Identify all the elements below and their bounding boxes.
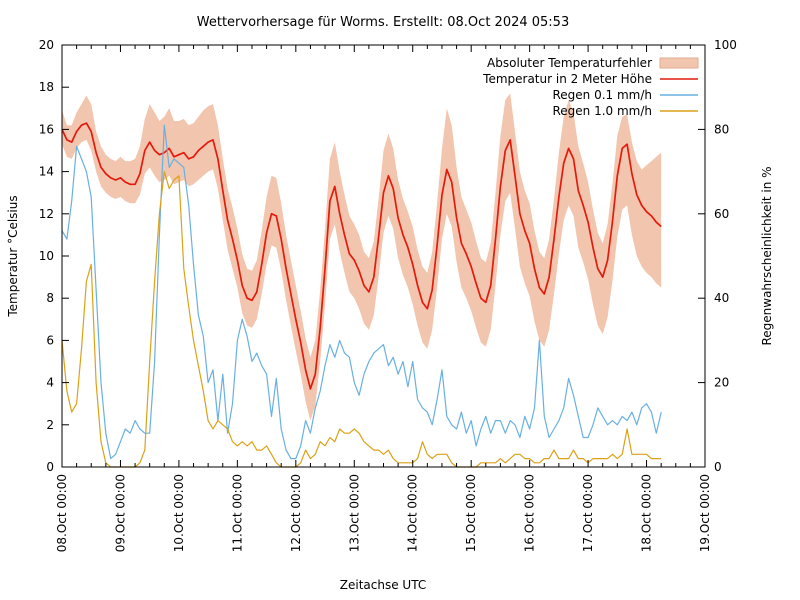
- y-left-tick-label: 10: [39, 249, 54, 263]
- y-left-tick-label: 8: [46, 291, 54, 305]
- y-right-tick-label: 20: [714, 376, 729, 390]
- legend-label: Regen 1.0 mm/h: [552, 104, 652, 118]
- temperature-line: [61, 122, 662, 390]
- x-tick-label: 17.Oct 00:00: [581, 474, 595, 552]
- x-tick-label: 19.Oct 00:00: [698, 474, 712, 552]
- y-right-tick-label: 60: [714, 207, 729, 221]
- legend: Absoluter Temperaturfehler Temperatur in …: [482, 56, 699, 118]
- y-left-tick-label: 14: [39, 165, 54, 179]
- axis-tick-layer: 08.Oct 00:00 09.Oct 00:00 10.Oct 00:00 11.O…: [39, 38, 737, 552]
- x-tick-label: 15.Oct 00:00: [464, 474, 478, 552]
- x-tick-label: 08.Oct 00:00: [55, 474, 69, 552]
- x-tick-label: 10.Oct 00:00: [172, 474, 186, 552]
- y-left-axis-label: Temperatur °Celsius: [6, 195, 20, 317]
- x-tick-label: 16.Oct 00:00: [523, 474, 537, 552]
- temperature-error-band: [62, 93, 662, 421]
- y-left-tick-label: 12: [39, 207, 54, 221]
- y-right-tick-label: 40: [714, 291, 729, 305]
- rain-01-line: [61, 124, 662, 460]
- x-axis-label: Zeitachse UTC: [340, 578, 426, 592]
- error-band-layer: [62, 93, 662, 421]
- y-left-tick-label: 18: [39, 80, 54, 94]
- y-right-tick-label: 80: [714, 122, 729, 136]
- y-right-axis-label: Regenwahrscheinlichkeit in %: [760, 166, 774, 345]
- legend-label: Absoluter Temperaturfehler: [487, 56, 652, 70]
- series-layer: [61, 122, 662, 468]
- rain-10-line: [61, 171, 662, 468]
- y-left-tick-label: 4: [46, 376, 54, 390]
- x-tick-label: 13.Oct 00:00: [347, 474, 361, 552]
- y-left-tick-label: 16: [39, 122, 54, 136]
- x-tick-label: 11.Oct 00:00: [230, 474, 244, 552]
- y-right-tick-label: 100: [714, 38, 737, 52]
- x-tick-label: 14.Oct 00:00: [406, 474, 420, 552]
- x-tick-label: 09.Oct 00:00: [113, 474, 127, 552]
- legend-label: Temperatur in 2 Meter Höhe: [482, 72, 652, 86]
- chart-title: Wettervorhersage für Worms. Erstellt: 08…: [197, 15, 569, 30]
- x-tick-label: 12.Oct 00:00: [289, 474, 303, 552]
- y-left-tick-label: 6: [46, 333, 54, 347]
- y-right-tick-label: 0: [714, 460, 722, 474]
- legend-band-swatch: [659, 57, 699, 69]
- legend-label: Regen 0.1 mm/h: [552, 88, 652, 102]
- y-left-tick-label: 2: [46, 418, 54, 432]
- plot-frame: [61, 44, 706, 468]
- y-left-tick-label: 20: [39, 38, 54, 52]
- y-left-tick-label: 0: [46, 460, 54, 474]
- x-tick-label: 18.Oct 00:00: [640, 474, 654, 552]
